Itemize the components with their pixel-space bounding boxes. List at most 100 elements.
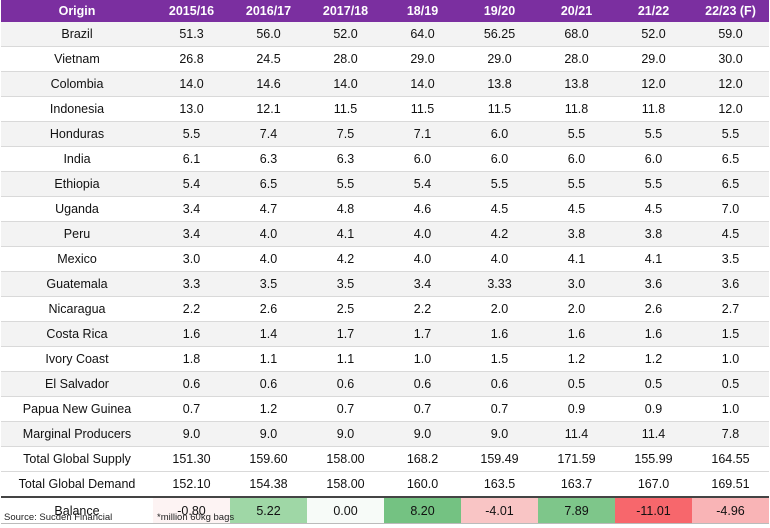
header-year: 21/22 bbox=[615, 0, 692, 22]
value-cell: 0.7 bbox=[384, 396, 461, 422]
value-cell: 26.8 bbox=[153, 46, 230, 72]
units-note: *million 60kg bags bbox=[157, 512, 235, 523]
value-cell: 5.4 bbox=[153, 171, 230, 197]
balance-row: Balance -0.80 5.22 0.00 8.20 -4.01 7.89 -11.01-… bbox=[1, 496, 769, 524]
table-row: Uganda 3.4 4.7 4.8 4.6 4.5 4.5 4.5 7.0 bbox=[1, 196, 769, 222]
table-row: Peru 3.4 4.0 4.1 4.0 4.2 3.8 3.8 4.5 bbox=[1, 221, 769, 247]
value-cell: 29.0 bbox=[384, 46, 461, 72]
value-cell: 5.5 bbox=[615, 171, 692, 197]
value-cell: 51.3 bbox=[153, 22, 230, 47]
value-cell: 4.2 bbox=[307, 246, 384, 272]
value-cell: 1.2 bbox=[538, 346, 615, 372]
value-cell: 1.5 bbox=[692, 321, 769, 347]
value-cell: 9.0 bbox=[384, 421, 461, 447]
value-cell: 0.6 bbox=[230, 371, 307, 397]
total-value: 164.55 bbox=[692, 446, 769, 472]
header-year: 19/20 bbox=[461, 0, 538, 22]
value-cell: 11.4 bbox=[538, 421, 615, 447]
value-cell: 4.5 bbox=[615, 196, 692, 222]
value-cell: 1.6 bbox=[461, 321, 538, 347]
table-row: Ethiopia 5.4 6.5 5.5 5.4 5.5 5.5 5.5 6.5 bbox=[1, 171, 769, 197]
total-value: 151.30 bbox=[153, 446, 230, 472]
value-cell: 13.8 bbox=[538, 71, 615, 97]
value-cell: 2.5 bbox=[307, 296, 384, 322]
value-cell: 14.0 bbox=[384, 71, 461, 97]
value-cell: 1.6 bbox=[153, 321, 230, 347]
table-row: Costa Rica 1.6 1.4 1.7 1.7 1.6 1.6 1.6 1.5 bbox=[1, 321, 769, 347]
value-cell: 4.1 bbox=[538, 246, 615, 272]
value-cell: 4.0 bbox=[461, 246, 538, 272]
value-cell: 11.5 bbox=[384, 96, 461, 122]
value-cell: 12.0 bbox=[692, 71, 769, 97]
value-cell: 4.8 bbox=[307, 196, 384, 222]
value-cell: 1.2 bbox=[615, 346, 692, 372]
origin-cell: Vietnam bbox=[1, 46, 153, 72]
balance-value: 5.22 bbox=[230, 496, 307, 524]
value-cell: 1.0 bbox=[692, 396, 769, 422]
total-label: Total Global Demand bbox=[1, 471, 153, 498]
value-cell: 7.8 bbox=[692, 421, 769, 447]
source-note: Source: Sucden Financial bbox=[4, 512, 113, 523]
value-cell: 3.0 bbox=[538, 271, 615, 297]
value-cell: 3.5 bbox=[230, 271, 307, 297]
value-cell: 9.0 bbox=[461, 421, 538, 447]
value-cell: 59.0 bbox=[692, 22, 769, 47]
value-cell: 4.5 bbox=[461, 196, 538, 222]
value-cell: 5.5 bbox=[692, 121, 769, 147]
value-cell: 1.1 bbox=[230, 346, 307, 372]
table-row: Marginal Producers 9.0 9.0 9.0 9.0 9.0 11.4 11.… bbox=[1, 421, 769, 447]
total-row: Total Global Demand 152.10 154.38 158.00 160… bbox=[1, 471, 769, 498]
value-cell: 4.5 bbox=[538, 196, 615, 222]
balance-value: 0.00 bbox=[307, 496, 384, 524]
value-cell: 9.0 bbox=[153, 421, 230, 447]
table-row: Honduras 5.5 7.4 7.5 7.1 6.0 5.5 5.5 5.5 bbox=[1, 121, 769, 147]
value-cell: 2.6 bbox=[615, 296, 692, 322]
value-cell: 6.3 bbox=[307, 146, 384, 172]
value-cell: 1.6 bbox=[615, 321, 692, 347]
balance-value: 8.20 bbox=[384, 496, 461, 524]
balance-value: -4.01 bbox=[461, 496, 538, 524]
value-cell: 52.0 bbox=[307, 22, 384, 47]
value-cell: 5.5 bbox=[153, 121, 230, 147]
value-cell: 0.7 bbox=[153, 396, 230, 422]
value-cell: 3.33 bbox=[461, 271, 538, 297]
value-cell: 5.5 bbox=[538, 171, 615, 197]
header-origin: Origin bbox=[1, 0, 153, 22]
value-cell: 6.0 bbox=[384, 146, 461, 172]
value-cell: 0.6 bbox=[384, 371, 461, 397]
value-cell: 4.0 bbox=[230, 246, 307, 272]
value-cell: 3.3 bbox=[153, 271, 230, 297]
value-cell: 6.0 bbox=[538, 146, 615, 172]
total-value: 159.49 bbox=[461, 446, 538, 472]
value-cell: 30.0 bbox=[692, 46, 769, 72]
value-cell: 4.0 bbox=[384, 221, 461, 247]
value-cell: 2.0 bbox=[538, 296, 615, 322]
value-cell: 12.0 bbox=[692, 96, 769, 122]
total-value: 160.0 bbox=[384, 471, 461, 498]
value-cell: 0.7 bbox=[307, 396, 384, 422]
header-year: 22/23 (F) bbox=[692, 0, 769, 22]
header-year: 2017/18 bbox=[307, 0, 384, 22]
value-cell: 6.0 bbox=[461, 121, 538, 147]
total-value: 158.00 bbox=[307, 471, 384, 498]
balance-value: 7.89 bbox=[538, 496, 615, 524]
value-cell: 0.6 bbox=[461, 371, 538, 397]
value-cell: 1.7 bbox=[384, 321, 461, 347]
value-cell: 0.6 bbox=[153, 371, 230, 397]
value-cell: 29.0 bbox=[461, 46, 538, 72]
value-cell: 11.8 bbox=[615, 96, 692, 122]
origin-cell: Guatemala bbox=[1, 271, 153, 297]
origin-cell: Ivory Coast bbox=[1, 346, 153, 372]
value-cell: 4.0 bbox=[384, 246, 461, 272]
value-cell: 4.1 bbox=[615, 246, 692, 272]
value-cell: 3.8 bbox=[538, 221, 615, 247]
value-cell: 12.0 bbox=[615, 71, 692, 97]
table-row: Vietnam 26.8 24.5 28.0 29.0 29.0 28.0 29.0 30.0 bbox=[1, 46, 769, 72]
total-row: Total Global Supply 151.30 159.60 158.00 168… bbox=[1, 446, 769, 472]
value-cell: 6.3 bbox=[230, 146, 307, 172]
value-cell: 3.4 bbox=[153, 196, 230, 222]
value-cell: 3.0 bbox=[153, 246, 230, 272]
value-cell: 3.8 bbox=[615, 221, 692, 247]
header-year: 2016/17 bbox=[230, 0, 307, 22]
